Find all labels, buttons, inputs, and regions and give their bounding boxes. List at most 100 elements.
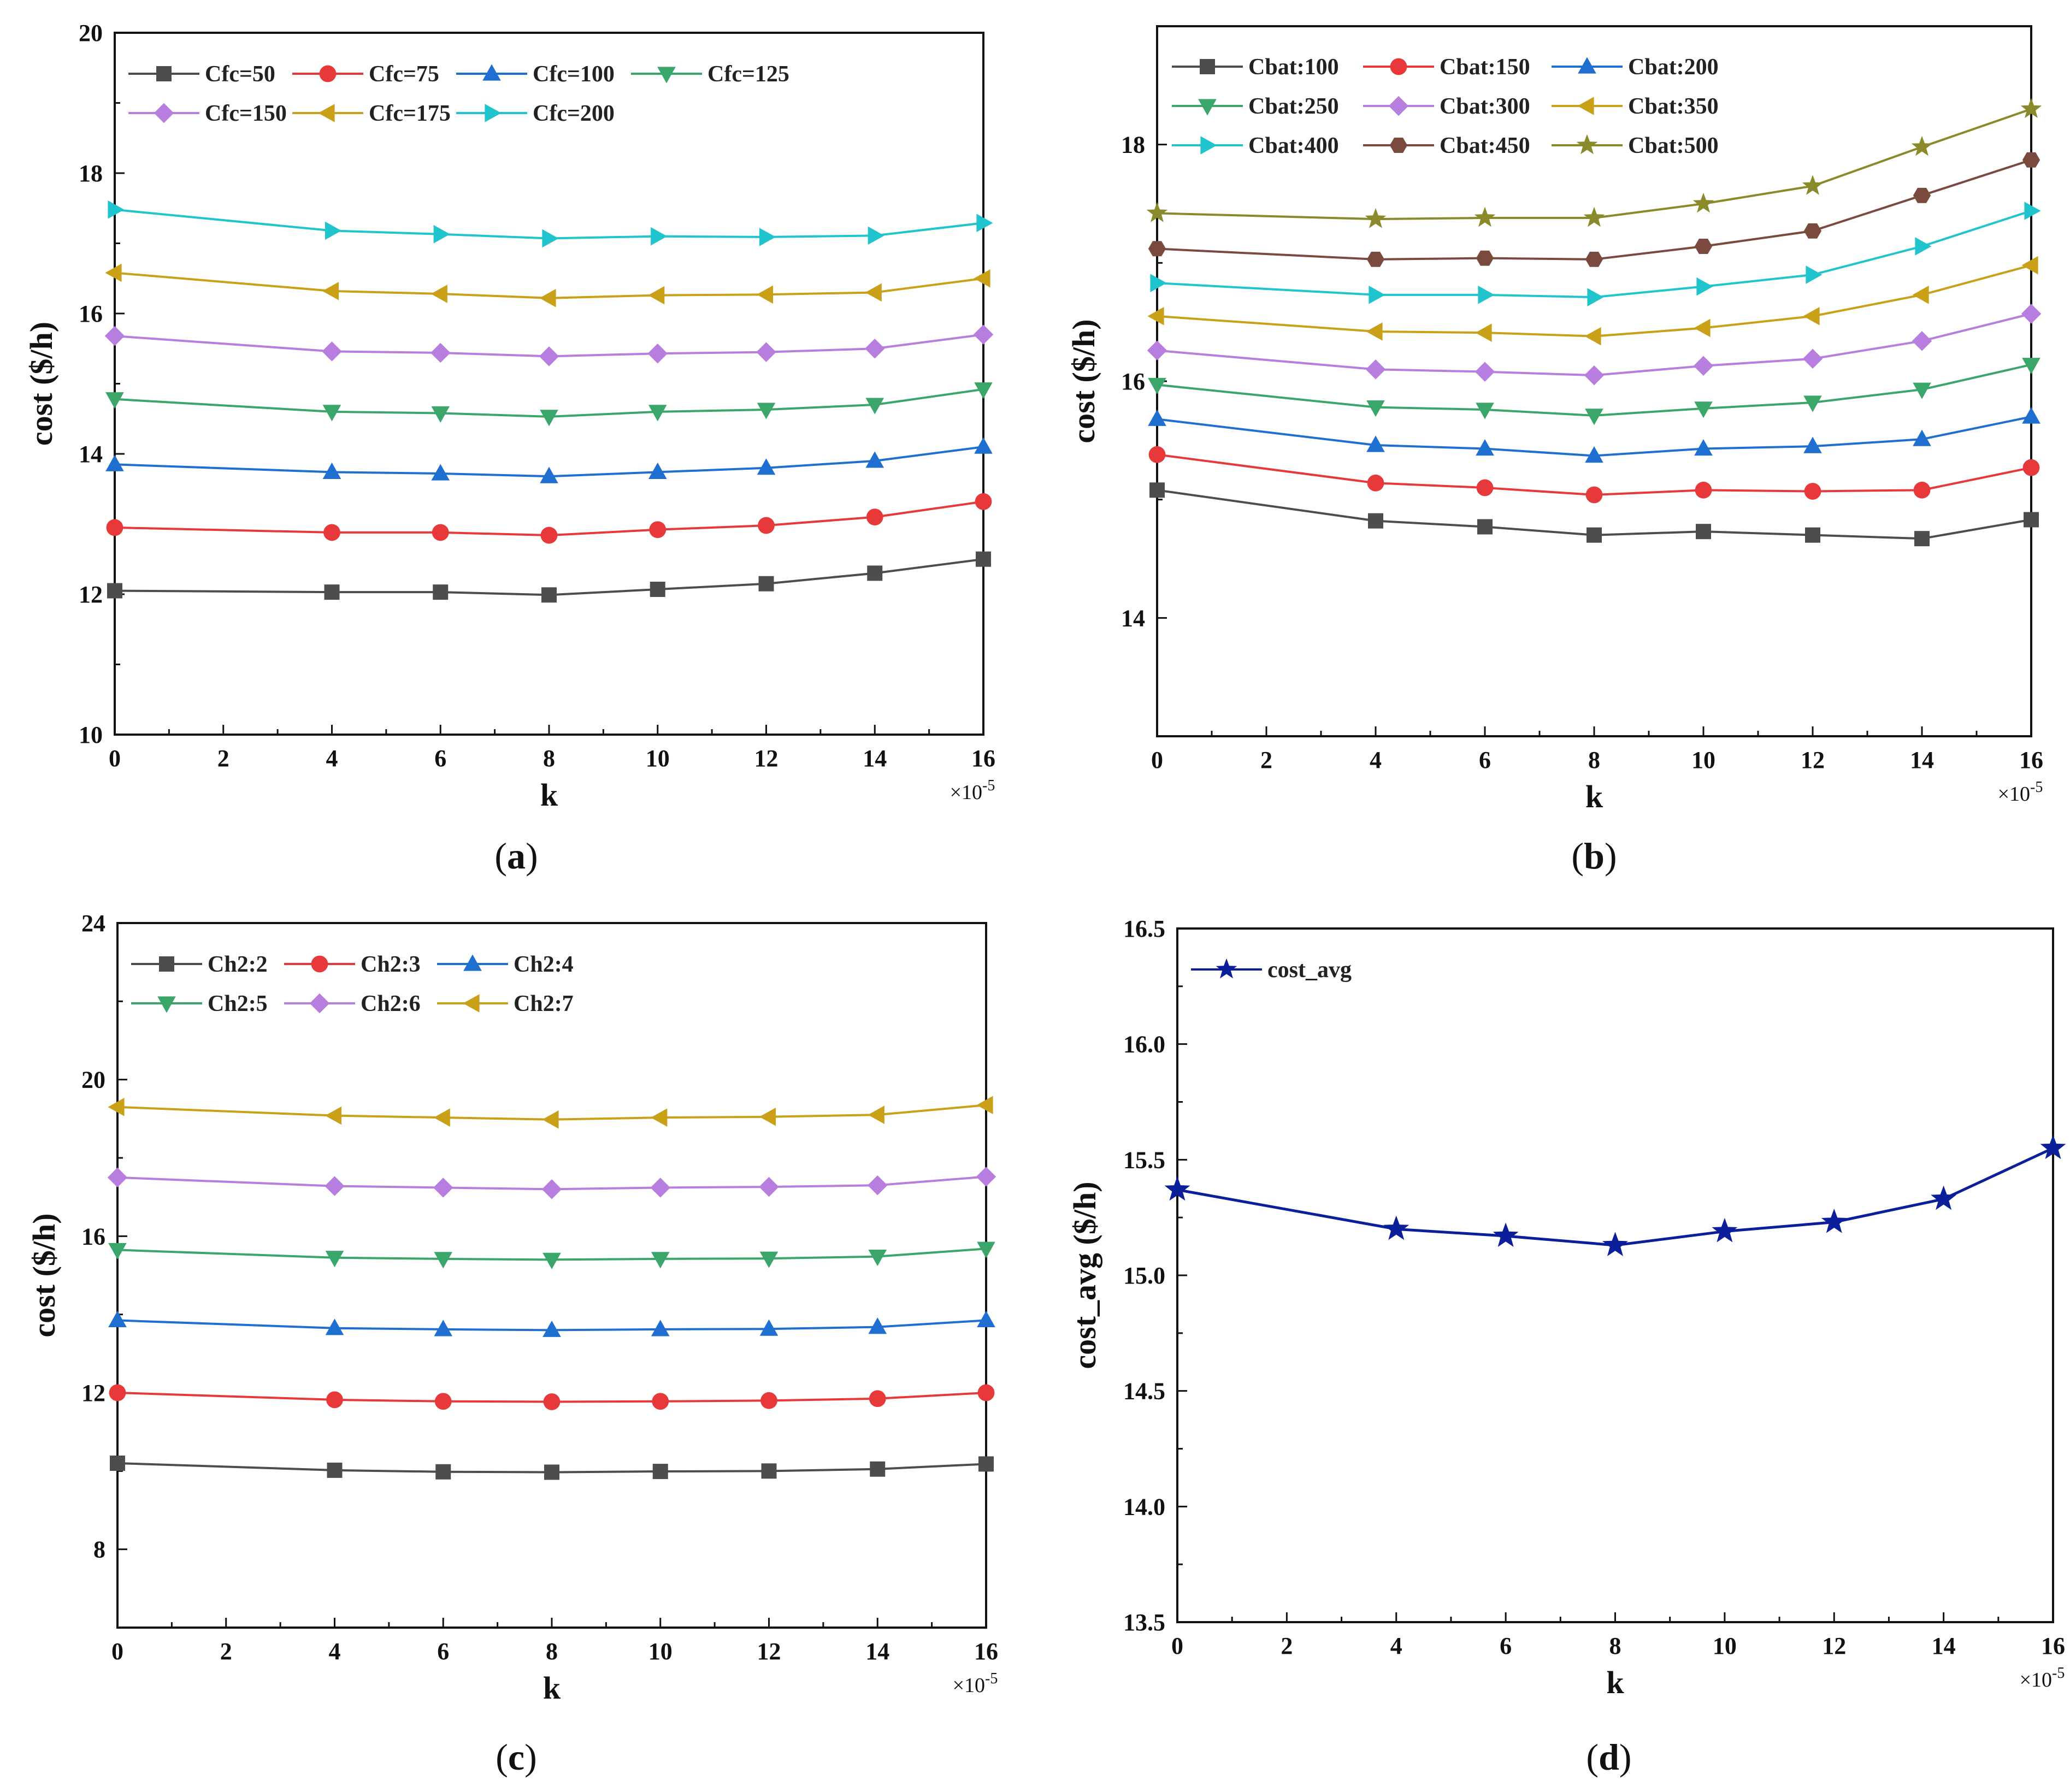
x-tick-label: 10 [1713, 1633, 1737, 1659]
data-point [1695, 481, 1712, 499]
data-point [543, 1393, 561, 1410]
data-point [1821, 1208, 1847, 1233]
data-point [2040, 1134, 2066, 1160]
series-line [117, 1319, 987, 1332]
data-point [323, 524, 340, 541]
data-point [327, 1462, 343, 1478]
series-cost_avg [1164, 1134, 2066, 1256]
x-tick-label: 12 [1822, 1633, 1846, 1659]
data-point [542, 1320, 561, 1337]
legend-item: Cbat:100 [1172, 55, 1339, 80]
legend-marker [1200, 136, 1217, 155]
data-point [544, 1464, 559, 1480]
data-point [541, 1179, 562, 1199]
data-point [1803, 307, 1820, 326]
x-tick-label: 8 [546, 1638, 558, 1665]
data-point [1806, 265, 1823, 284]
x-tick-label: 14 [863, 745, 887, 772]
data-point [542, 1252, 561, 1269]
data-point [1474, 206, 1496, 227]
legend-marker [311, 955, 328, 973]
chart-a: 0 2 4 6 8 10 12 14 16 ×10-5 k 10 12 14 16 18 20 cost ($/h… [23, 20, 995, 877]
data-point [1803, 436, 1822, 453]
legend-label: Cbat:450 [1440, 133, 1530, 158]
data-point [325, 221, 341, 240]
legend-marker [1390, 58, 1407, 75]
data-point [1368, 513, 1383, 529]
x-axis: 0 2 4 6 8 10 12 14 16 ×10-5 k [1151, 726, 2043, 814]
legend-marker [1388, 96, 1409, 116]
y-axis-title: cost ($/h) [1066, 319, 1101, 443]
data-point [106, 519, 123, 536]
data-point [1478, 286, 1495, 304]
series-Cbat:350 [1147, 256, 2038, 346]
data-point [1477, 519, 1493, 535]
data-point [1913, 481, 1931, 499]
x-multiplier: ×10-5 [2020, 1665, 2065, 1692]
data-point [865, 398, 884, 415]
legend-marker [1576, 134, 1598, 155]
legend-item: Cbat:400 [1172, 133, 1339, 158]
legend-item: Cfc=50 [128, 62, 275, 87]
data-point [1148, 446, 1166, 463]
y-tick-label: 12 [79, 581, 103, 608]
legend-item: Cfc=200 [456, 101, 615, 126]
series-Cfc=200 [108, 200, 993, 248]
data-point [1803, 223, 1822, 239]
legend-marker [154, 103, 174, 123]
series-Cfc=100 [105, 437, 993, 483]
legend-label: Cbat:250 [1248, 94, 1339, 119]
x-tick-label: 4 [1370, 747, 1382, 773]
series-line [1157, 312, 2032, 377]
data-point [105, 263, 122, 282]
data-point [1694, 401, 1713, 418]
series-Cbat:500 [1146, 98, 2042, 228]
data-point [759, 1107, 776, 1126]
x-tick-label: 6 [1500, 1633, 1512, 1659]
data-point [1602, 1232, 1628, 1256]
y-tick-label: 16 [79, 300, 103, 327]
y-tick-label: 24 [81, 910, 105, 937]
data-point [2022, 358, 2040, 375]
data-point [542, 1110, 559, 1129]
legend-label: Ch2:7 [514, 991, 574, 1016]
data-point [430, 285, 447, 303]
x-tick-label: 4 [329, 1638, 341, 1665]
x-tick-label: 0 [1151, 747, 1163, 773]
legend-marker [318, 104, 335, 122]
series-line [114, 500, 984, 537]
legend-item: Cbat:450 [1363, 133, 1530, 158]
legend-item: Cfc=150 [128, 101, 287, 126]
data-point [1802, 348, 1823, 369]
legend-label: Cbat:200 [1628, 55, 1719, 80]
data-point [540, 466, 558, 483]
data-point [756, 342, 776, 362]
data-point [1913, 429, 1931, 446]
series-line [117, 1462, 987, 1474]
x-tick-label: 14 [1910, 747, 1934, 773]
series-line [1157, 489, 2032, 540]
data-point [757, 403, 776, 419]
data-point [866, 508, 883, 526]
legend-item: Cbat:500 [1552, 133, 1719, 158]
legend-marker [485, 104, 502, 122]
x-multiplier: ×10-5 [953, 1670, 998, 1697]
legend-marker [1200, 59, 1215, 74]
data-point [2022, 459, 2040, 476]
data-point [325, 1251, 344, 1268]
y-axis-title: cost ($/h) [23, 322, 59, 446]
data-point [2021, 304, 2042, 324]
series-line [117, 1104, 987, 1121]
legend-marker [1577, 97, 1594, 115]
data-point [2024, 512, 2039, 528]
legend-label: Ch2:4 [514, 952, 574, 977]
x-tick-label: 10 [1691, 747, 1715, 773]
x-multiplier: ×10-5 [950, 777, 995, 804]
x-tick-label: 14 [1932, 1633, 1956, 1659]
data-point [651, 1108, 668, 1127]
caption: (a) [494, 835, 538, 877]
data-point [108, 1310, 127, 1328]
data-point [758, 517, 775, 534]
x-tick-label: 10 [646, 745, 670, 772]
legend-label: Cfc=175 [369, 101, 451, 126]
